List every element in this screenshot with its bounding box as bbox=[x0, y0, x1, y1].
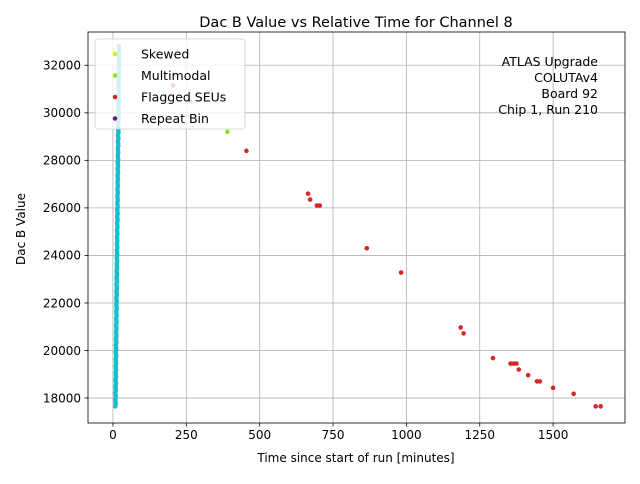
legend-label: Multimodal bbox=[141, 68, 210, 83]
legend-label: Repeat Bin bbox=[141, 111, 209, 126]
legend-marker bbox=[112, 116, 118, 121]
grid bbox=[88, 32, 625, 423]
axis-ticks: 0 250 500 750 1000 1250 1500 18000 20000 22000 240… bbox=[43, 59, 569, 442]
data-point bbox=[516, 367, 522, 372]
x-tick-label: 1500 bbox=[538, 428, 569, 442]
y-tick-label: 32000 bbox=[43, 59, 81, 73]
x-tick-label: 1250 bbox=[464, 428, 495, 442]
y-tick-label: 22000 bbox=[43, 296, 81, 310]
legend-marker bbox=[112, 73, 118, 78]
y-tick-label: 18000 bbox=[43, 391, 81, 405]
x-tick-label: 0 bbox=[109, 428, 117, 442]
chart-title: Dac B Value vs Relative Time for Channel… bbox=[199, 15, 512, 31]
data-point bbox=[317, 203, 323, 208]
annotation-line: ATLAS Upgrade bbox=[502, 54, 599, 69]
annotation-line: COLUTAv4 bbox=[534, 70, 598, 85]
data-point bbox=[571, 391, 576, 397]
data-point bbox=[112, 404, 118, 409]
legend-label: Flagged SEUs bbox=[141, 89, 226, 104]
data-point bbox=[458, 325, 463, 330]
data-point bbox=[364, 245, 370, 251]
x-tick-label: 750 bbox=[322, 428, 345, 442]
y-tick-label: 24000 bbox=[43, 249, 81, 263]
y-tick-label: 20000 bbox=[43, 344, 81, 358]
x-axis-label: Time since start of run [minutes] bbox=[256, 451, 454, 465]
data-point bbox=[244, 148, 249, 154]
data-point bbox=[537, 379, 543, 384]
legend-marker bbox=[112, 94, 118, 100]
legend: Skewed Multimodal Flagged SEUs Repeat Bin bbox=[94, 38, 246, 130]
plot-frame bbox=[87, 31, 626, 424]
x-tick-label: 250 bbox=[175, 428, 198, 442]
legend-label: Skewed bbox=[141, 46, 189, 61]
legend-box bbox=[94, 38, 246, 130]
data-point bbox=[307, 197, 313, 202]
data-point bbox=[598, 404, 603, 409]
annotation-line: Board 92 bbox=[541, 86, 598, 101]
y-axis-label: Dac B Value bbox=[14, 193, 28, 265]
x-tick-label: 1000 bbox=[391, 428, 422, 442]
legend-marker bbox=[112, 51, 118, 57]
data-point bbox=[225, 129, 230, 135]
x-tick-label: 500 bbox=[248, 428, 271, 442]
data-point bbox=[490, 355, 496, 361]
run-annotation: ATLAS Upgrade COLUTAv4 Board 92 Chip 1, … bbox=[498, 54, 598, 117]
data-point bbox=[525, 372, 531, 378]
data-point bbox=[550, 385, 556, 391]
y-tick-label: 28000 bbox=[43, 154, 81, 168]
data-point bbox=[461, 331, 466, 336]
data-point bbox=[305, 191, 311, 196]
data-point bbox=[593, 404, 598, 409]
annotation-line: Chip 1, Run 210 bbox=[498, 102, 598, 117]
data-point bbox=[398, 270, 404, 275]
y-tick-label: 26000 bbox=[43, 201, 81, 215]
data-point bbox=[514, 361, 519, 366]
y-tick-label: 30000 bbox=[43, 106, 81, 120]
